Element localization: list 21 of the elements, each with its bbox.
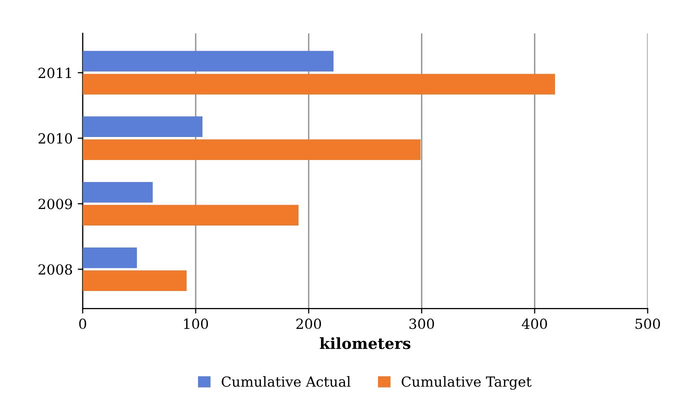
bar [82,270,187,292]
y-tick-label: 2011 [38,68,71,78]
bar [82,139,421,160]
x-tick-label: 500 [636,318,660,330]
y-tick-label: 2009 [38,198,72,210]
bar [82,116,202,138]
legend-label: Cumulative Target [402,376,532,390]
y-tick-label: 2008 [38,264,72,275]
x-tick-label: 100 [184,318,208,330]
bar [82,74,556,94]
bar [82,182,153,203]
x-tick-label: 0 [79,318,86,330]
x-axis-title: kilometers [320,337,410,350]
y-tick-label: 2010 [38,133,72,144]
x-tick-label: 300 [409,318,434,330]
legend-label: Cumulative Actual [222,376,350,387]
x-tick-label: 200 [296,318,322,330]
bar [82,247,137,268]
x-tick-label: 400 [522,318,547,330]
bar [82,50,334,72]
bar [82,204,298,226]
